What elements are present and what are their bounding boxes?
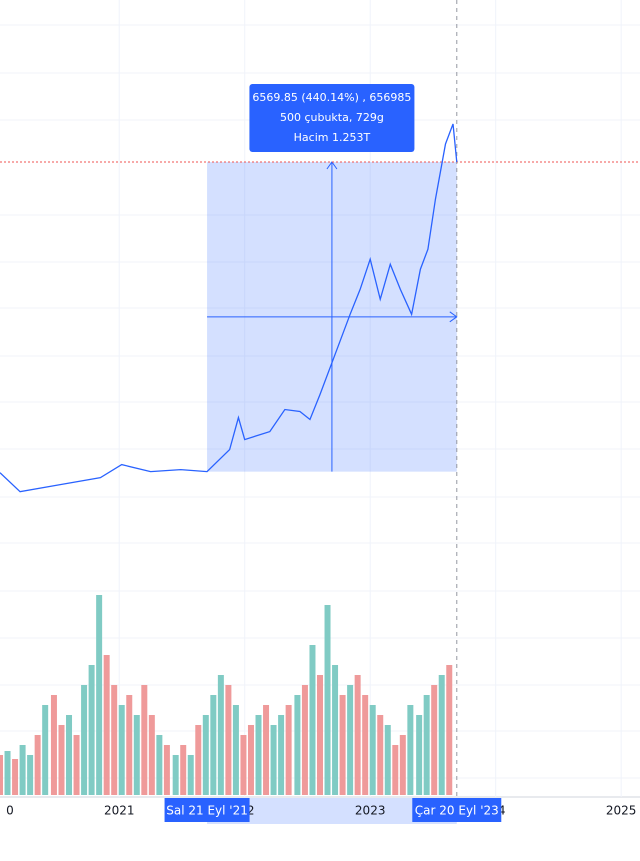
measure-label: 500 çubukta, 729g [280,111,384,124]
volume-bar [187,755,194,795]
volume-bar [347,685,354,795]
measure-arrow [326,161,458,323]
volume-bar [446,665,453,795]
volume-bar [163,745,170,795]
volume-bar [240,735,247,795]
volume-bar [255,715,262,795]
volume-bar [217,675,224,795]
volume-bar [27,755,34,795]
volume-bar [141,685,148,795]
volume-bar [362,695,369,795]
volume-bar [12,759,19,795]
x-badge [164,798,250,822]
volume-bar [133,715,140,795]
x-tick-label: 0 [6,804,14,818]
volume-bar [263,705,270,795]
volume-bar [232,705,239,795]
volume-bar [19,745,26,795]
volume-bar [339,695,346,795]
x-badge-label: Çar 20 Eyl '23 [415,804,499,818]
volume-bar [278,715,285,795]
volume-bar [438,675,445,795]
volume-bar [42,705,49,795]
volume-bar [195,725,202,795]
volume-bar [81,685,88,795]
volume-bar [103,655,110,795]
volume-bar [66,715,73,795]
volume-bar [369,705,376,795]
volume-bar [58,725,65,795]
x-tick-label: 2 [247,804,255,818]
x-tick-label: 2023 [355,804,386,818]
x-tick-label: 4 [498,804,506,818]
volume-bar [377,715,384,795]
volume-bar [172,755,179,795]
volume-bar [399,735,406,795]
volume-bar [73,735,80,795]
volume-bar [270,725,277,795]
volume-bar [392,745,399,795]
price-line [0,123,458,493]
volume-bar [324,605,331,795]
volume-bar [148,715,155,795]
volume-bar [423,695,430,795]
volume-bar [301,685,308,795]
volume-bar [180,745,187,795]
volume-bar [4,751,11,795]
volume-bar [309,645,316,795]
volume-bar [225,685,232,795]
volume-bar [202,715,209,795]
volume-bar [118,705,125,795]
measure-label: Hacim 1.253T [294,131,371,144]
volume-bar [111,685,118,795]
volume-bar [407,705,414,795]
volume-bar [88,665,95,795]
volume-bar [96,595,103,795]
volume-bar [156,735,163,795]
measure-label: 6569.85 (440.14%) , 656985 [252,91,411,104]
x-badge [412,798,502,822]
volume-bar [294,695,301,795]
volume-bar [332,665,339,795]
volume-bar [354,675,361,795]
volume-bar [50,695,57,795]
x-tick-label: 2025 [606,804,637,818]
volume-bar [317,675,323,795]
volume-bar [416,715,423,795]
volume-bar [384,725,391,795]
volume-bar [34,735,41,795]
volume-bar [431,685,438,795]
measure-tooltip [249,84,415,153]
x-tick-label: 2021 [104,804,135,818]
volume-bar [247,725,254,795]
x-badge-label: Sal 21 Eyl '21 [166,804,248,818]
volume-bar [126,695,133,795]
volume-bar [285,705,292,795]
volume-bar [210,695,217,795]
volume-bar [0,755,3,795]
